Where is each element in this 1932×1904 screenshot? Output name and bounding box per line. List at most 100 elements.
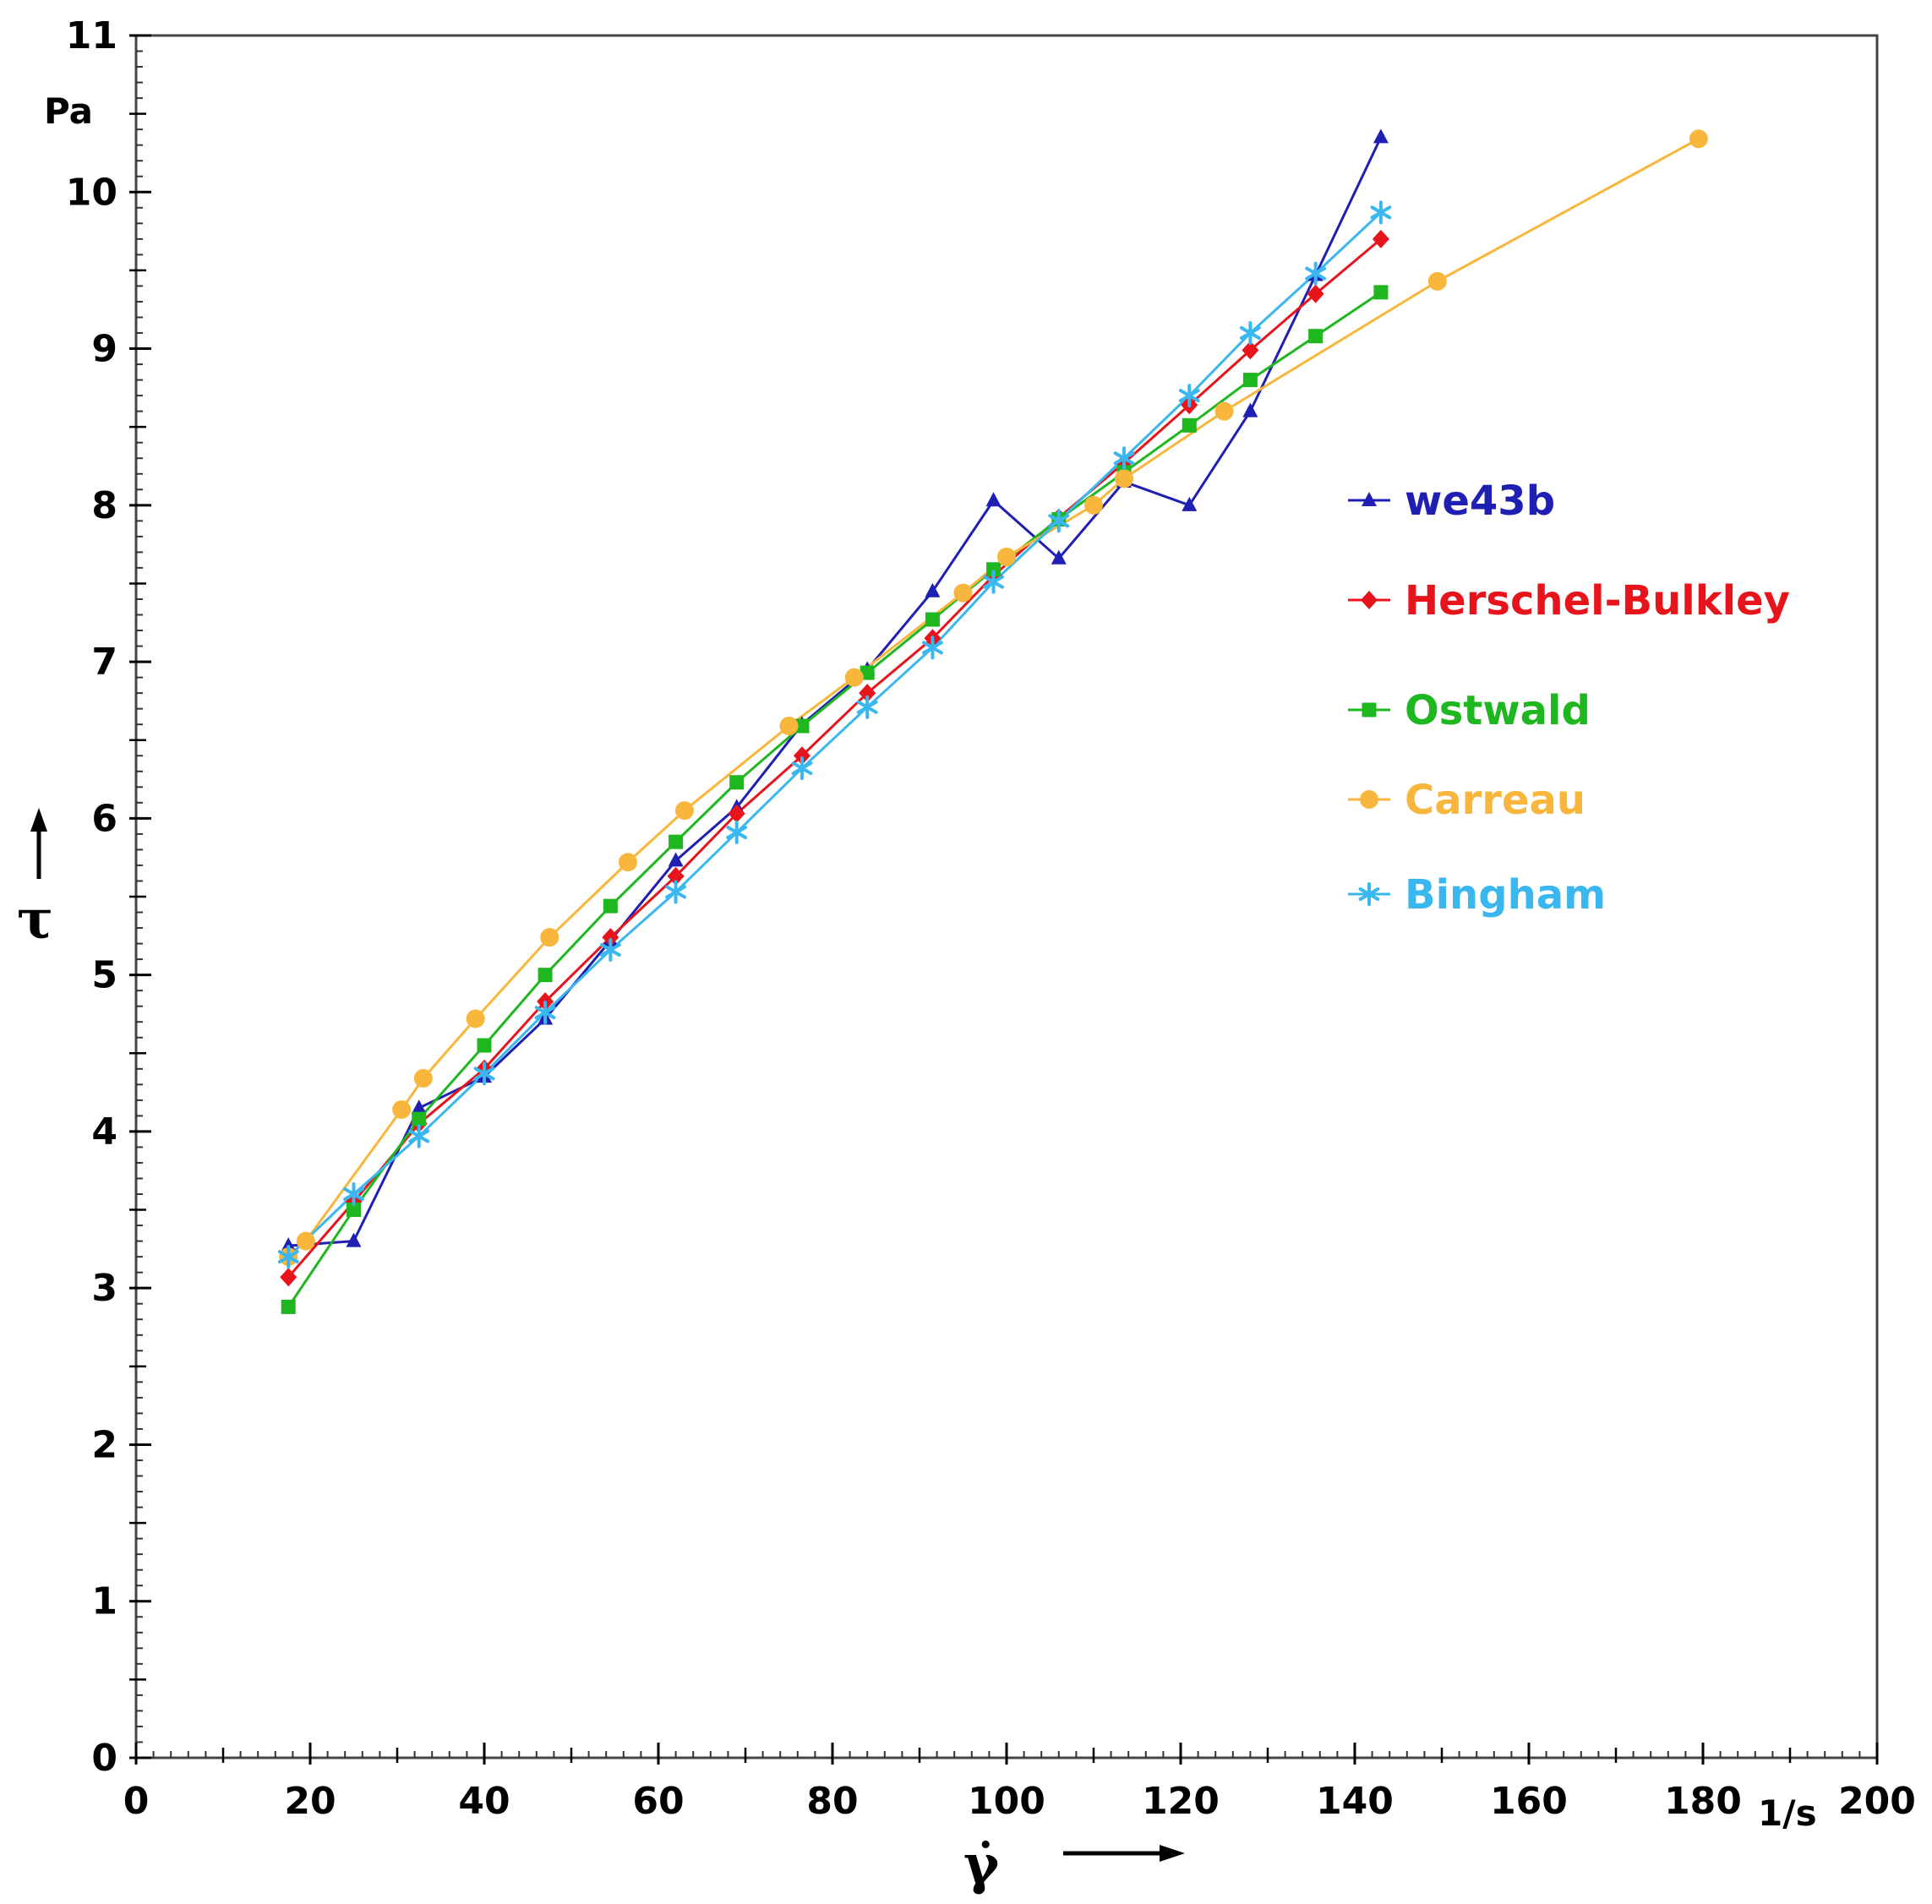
data-point-carreau bbox=[997, 547, 1016, 566]
data-point-herschel-bulkley bbox=[280, 1268, 297, 1287]
data-point-carreau bbox=[618, 853, 637, 872]
data-point-bingham bbox=[791, 756, 813, 781]
data-point-carreau bbox=[844, 668, 864, 687]
data-point-herschel-bulkley bbox=[859, 684, 876, 703]
data-point-bingham bbox=[277, 1245, 299, 1269]
data-point-carreau bbox=[296, 1231, 315, 1251]
x-axis-label: γ̇ bbox=[963, 1833, 1000, 1896]
y-tick-label: 6 bbox=[91, 797, 117, 840]
data-point-bingham bbox=[1178, 384, 1200, 408]
data-point-bingham bbox=[343, 1182, 364, 1207]
y-tick-label: 9 bbox=[91, 328, 117, 371]
y-tick-label: 11 bbox=[66, 14, 117, 57]
asterisk-stroke bbox=[599, 942, 621, 957]
legend-item-ostwald: Ostwald bbox=[1348, 687, 1591, 734]
data-point-bingham bbox=[1240, 321, 1261, 346]
data-point-ostwald bbox=[794, 718, 810, 734]
x-axis-arrow-head bbox=[1160, 1845, 1185, 1862]
y-axis-unit: Pa bbox=[44, 90, 93, 132]
x-tick-label: 140 bbox=[1316, 1780, 1394, 1823]
data-point-herschel-bulkley bbox=[602, 928, 619, 947]
legend-label: we43b bbox=[1405, 477, 1555, 525]
asterisk-stroke bbox=[983, 575, 1004, 589]
asterisk-stroke bbox=[534, 1006, 556, 1020]
asterisk-stroke bbox=[791, 761, 813, 776]
data-point-ostwald bbox=[347, 1203, 361, 1218]
series-line-we43b bbox=[288, 136, 1383, 1247]
data-point-bingham bbox=[665, 880, 686, 904]
y-tick-label: 0 bbox=[91, 1737, 117, 1780]
data-point-bingham bbox=[599, 937, 621, 962]
asterisk-stroke bbox=[343, 1187, 364, 1202]
data-point-herschel-bulkley bbox=[1372, 229, 1389, 248]
asterisk-stroke bbox=[922, 641, 943, 655]
data-point-ostwald bbox=[729, 775, 745, 790]
minor-ticks bbox=[135, 35, 1878, 1759]
data-point-ostwald bbox=[281, 1299, 296, 1314]
data-point-ostwald bbox=[669, 834, 684, 849]
y-tick-label: 5 bbox=[91, 954, 117, 997]
legend-label: Herschel-Bulkley bbox=[1405, 577, 1790, 625]
data-point-ostwald bbox=[1242, 373, 1258, 388]
legend: we43b Herschel-Bulkley Ostwald Carreau Bingh… bbox=[1348, 477, 1790, 919]
data-point-bingham bbox=[534, 1001, 556, 1025]
data-point-bingham bbox=[1305, 261, 1327, 286]
data-point-carreau bbox=[674, 801, 694, 821]
y-tick-label: 7 bbox=[91, 641, 117, 684]
x-axis-ticks: 0 20 40 60 80 100 120 140 160 180 200 bbox=[123, 1743, 1916, 1823]
legend-label: Ostwald bbox=[1405, 687, 1591, 734]
series-lines bbox=[287, 136, 1700, 1308]
legend-label: Carreau bbox=[1405, 777, 1585, 824]
data-point-we43b bbox=[985, 492, 1001, 507]
y-tick-label: 4 bbox=[91, 1110, 117, 1154]
data-point-we43b bbox=[668, 852, 684, 867]
asterisk-stroke bbox=[1305, 266, 1327, 281]
data-point-we43b bbox=[346, 1232, 362, 1247]
data-point-ostwald bbox=[603, 898, 618, 914]
data-point-bingham bbox=[983, 570, 1004, 594]
x-tick-label: 60 bbox=[632, 1780, 684, 1823]
data-point-herschel-bulkley bbox=[667, 866, 685, 886]
legend-swatch-marker bbox=[1358, 882, 1380, 906]
data-point-carreau bbox=[1084, 495, 1103, 515]
y-tick-label: 2 bbox=[91, 1423, 117, 1466]
data-point-carreau bbox=[779, 717, 799, 736]
data-point-herschel-bulkley bbox=[793, 746, 810, 766]
data-point-ostwald bbox=[477, 1038, 492, 1053]
data-point-bingham bbox=[1113, 446, 1135, 471]
legend-item-bingham: Bingham bbox=[1348, 871, 1606, 919]
x-tick-label: 100 bbox=[968, 1780, 1045, 1823]
asterisk-stroke bbox=[1370, 205, 1392, 220]
x-tick-label: 180 bbox=[1664, 1780, 1742, 1823]
data-point-bingham bbox=[922, 636, 943, 660]
y-tick-label: 3 bbox=[91, 1267, 117, 1310]
y-tick-label: 10 bbox=[66, 171, 117, 214]
data-point-bingham bbox=[726, 821, 748, 845]
plot-frame bbox=[134, 34, 1879, 1759]
series-line-bingham bbox=[287, 211, 1382, 1258]
legend-swatch-marker bbox=[1362, 492, 1377, 506]
asterisk-stroke bbox=[1113, 451, 1135, 466]
data-point-carreau bbox=[466, 1009, 485, 1028]
data-point-carreau bbox=[1689, 129, 1708, 149]
y-tick-label: 1 bbox=[91, 1580, 117, 1623]
y-axis-label: τ bbox=[17, 888, 53, 952]
data-point-carreau bbox=[413, 1068, 433, 1088]
asterisk-stroke bbox=[726, 826, 748, 840]
data-point-ostwald bbox=[925, 612, 940, 627]
data-point-carreau bbox=[540, 928, 559, 947]
data-point-bingham bbox=[473, 1061, 495, 1086]
data-point-bingham bbox=[1048, 509, 1070, 533]
y-axis-title: τ bbox=[17, 808, 53, 952]
x-tick-label: 0 bbox=[123, 1780, 150, 1823]
asterisk-stroke bbox=[408, 1129, 430, 1143]
data-point-we43b bbox=[1373, 128, 1389, 144]
series-markers bbox=[277, 128, 1708, 1314]
data-point-ostwald bbox=[860, 665, 875, 680]
data-point-bingham bbox=[856, 695, 878, 719]
data-point-we43b bbox=[1051, 549, 1067, 565]
asterisk-stroke bbox=[277, 1250, 299, 1264]
asterisk-stroke bbox=[1358, 887, 1380, 901]
x-tick-label: 40 bbox=[458, 1780, 510, 1823]
